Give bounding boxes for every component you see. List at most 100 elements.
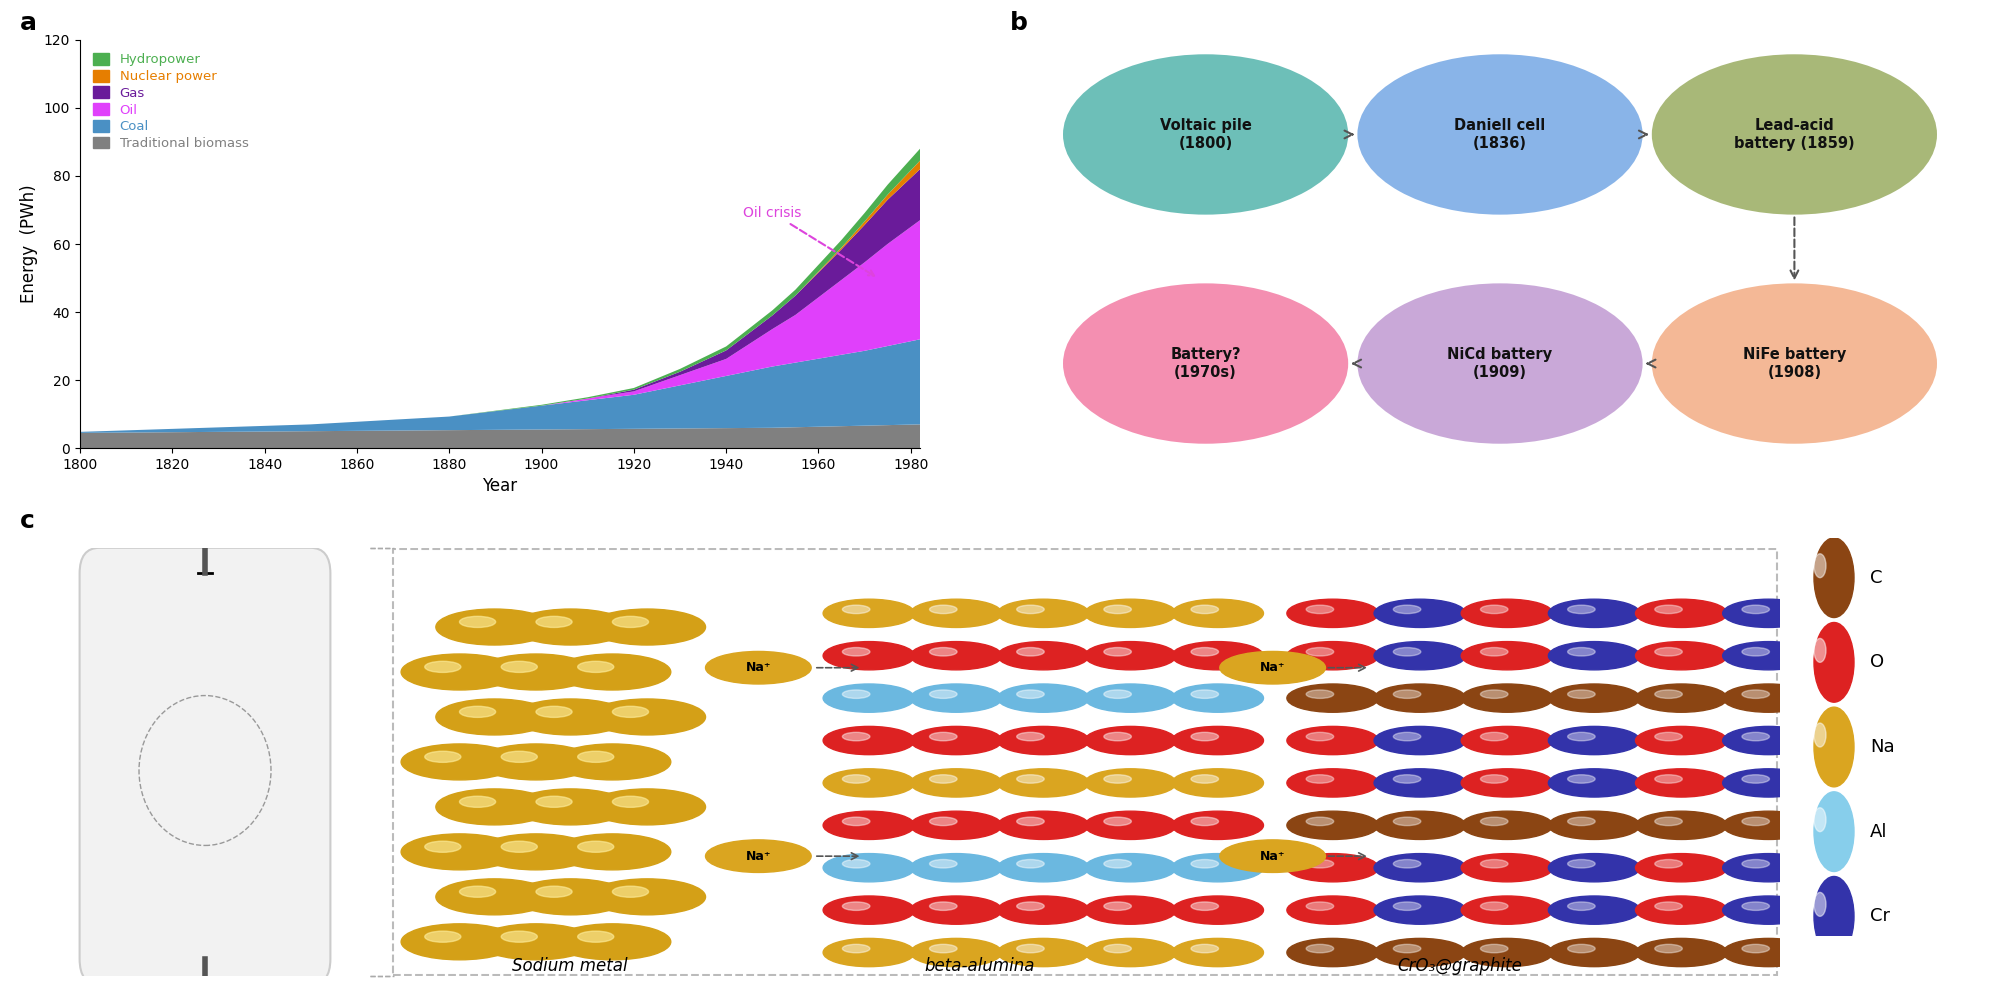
Circle shape: [1568, 732, 1596, 741]
Circle shape: [478, 924, 594, 960]
Circle shape: [554, 924, 670, 960]
Circle shape: [1016, 606, 1044, 614]
Circle shape: [910, 938, 1002, 967]
Circle shape: [1636, 854, 1728, 881]
Text: CrO₃@graphite: CrO₃@graphite: [1398, 957, 1522, 975]
Circle shape: [1462, 938, 1552, 967]
Circle shape: [1306, 732, 1334, 741]
Circle shape: [910, 769, 1002, 797]
Circle shape: [460, 617, 496, 627]
Circle shape: [930, 860, 958, 868]
Circle shape: [1084, 600, 1176, 627]
Circle shape: [998, 769, 1090, 797]
Circle shape: [1172, 854, 1264, 881]
Circle shape: [1192, 817, 1218, 826]
Circle shape: [1084, 854, 1176, 881]
Circle shape: [1084, 641, 1176, 670]
Text: Na⁺: Na⁺: [746, 850, 772, 863]
Circle shape: [436, 609, 552, 645]
Circle shape: [578, 661, 614, 672]
Circle shape: [1016, 732, 1044, 741]
Circle shape: [1462, 769, 1552, 797]
Circle shape: [1016, 860, 1044, 868]
Circle shape: [824, 938, 914, 967]
Circle shape: [1462, 726, 1552, 755]
Circle shape: [706, 651, 812, 684]
Circle shape: [1654, 944, 1682, 953]
Circle shape: [1814, 876, 1854, 956]
Ellipse shape: [1064, 284, 1348, 444]
Circle shape: [824, 684, 914, 712]
Circle shape: [1548, 726, 1640, 755]
Circle shape: [536, 617, 572, 627]
Text: Battery?
(1970s): Battery? (1970s): [1170, 347, 1240, 380]
Circle shape: [1636, 938, 1728, 967]
Circle shape: [1742, 775, 1770, 783]
Circle shape: [1286, 854, 1378, 881]
Text: beta-alumina: beta-alumina: [924, 957, 1036, 975]
Text: Na⁺: Na⁺: [1260, 850, 1286, 863]
Circle shape: [402, 744, 518, 780]
Circle shape: [536, 886, 572, 897]
Circle shape: [1172, 938, 1264, 967]
Text: Cr: Cr: [1870, 907, 1890, 925]
Circle shape: [1636, 726, 1728, 755]
Circle shape: [502, 751, 538, 762]
Circle shape: [998, 811, 1090, 840]
Circle shape: [1462, 896, 1552, 924]
Circle shape: [1462, 811, 1552, 840]
Circle shape: [1220, 651, 1326, 684]
Ellipse shape: [1358, 54, 1642, 215]
Circle shape: [1814, 723, 1826, 747]
Circle shape: [1306, 647, 1334, 656]
Circle shape: [1104, 944, 1132, 953]
Circle shape: [1374, 854, 1466, 881]
Ellipse shape: [1358, 284, 1642, 444]
Circle shape: [424, 842, 460, 853]
Circle shape: [1722, 896, 1814, 924]
Circle shape: [998, 896, 1090, 924]
Circle shape: [1742, 902, 1770, 910]
Circle shape: [1286, 726, 1378, 755]
Circle shape: [512, 789, 630, 825]
Circle shape: [1480, 902, 1508, 910]
Circle shape: [502, 661, 538, 672]
Circle shape: [1394, 817, 1420, 826]
Circle shape: [1104, 902, 1132, 910]
Circle shape: [1104, 860, 1132, 868]
Circle shape: [588, 789, 706, 825]
Circle shape: [1374, 684, 1466, 712]
Circle shape: [1286, 811, 1378, 840]
Circle shape: [1480, 860, 1508, 868]
Circle shape: [536, 796, 572, 808]
Circle shape: [502, 931, 538, 942]
Text: Al: Al: [1870, 823, 1888, 841]
Circle shape: [1016, 775, 1044, 783]
Circle shape: [1084, 938, 1176, 967]
Circle shape: [824, 896, 914, 924]
Circle shape: [824, 726, 914, 755]
Circle shape: [842, 944, 870, 953]
Circle shape: [1286, 896, 1378, 924]
Circle shape: [612, 706, 648, 717]
Circle shape: [460, 796, 496, 808]
Circle shape: [1286, 684, 1378, 712]
Circle shape: [1742, 606, 1770, 614]
Circle shape: [1548, 684, 1640, 712]
Circle shape: [1192, 606, 1218, 614]
Circle shape: [1568, 902, 1596, 910]
Circle shape: [998, 641, 1090, 670]
Circle shape: [1016, 902, 1044, 910]
Circle shape: [1636, 769, 1728, 797]
Circle shape: [478, 654, 594, 690]
Circle shape: [842, 817, 870, 826]
Circle shape: [1654, 690, 1682, 698]
Ellipse shape: [1064, 54, 1348, 215]
Circle shape: [1548, 811, 1640, 840]
Circle shape: [1742, 690, 1770, 698]
Circle shape: [578, 931, 614, 942]
Circle shape: [1636, 684, 1728, 712]
Circle shape: [1374, 769, 1466, 797]
Circle shape: [824, 854, 914, 881]
Text: Voltaic pile
(1800): Voltaic pile (1800): [1160, 118, 1252, 151]
